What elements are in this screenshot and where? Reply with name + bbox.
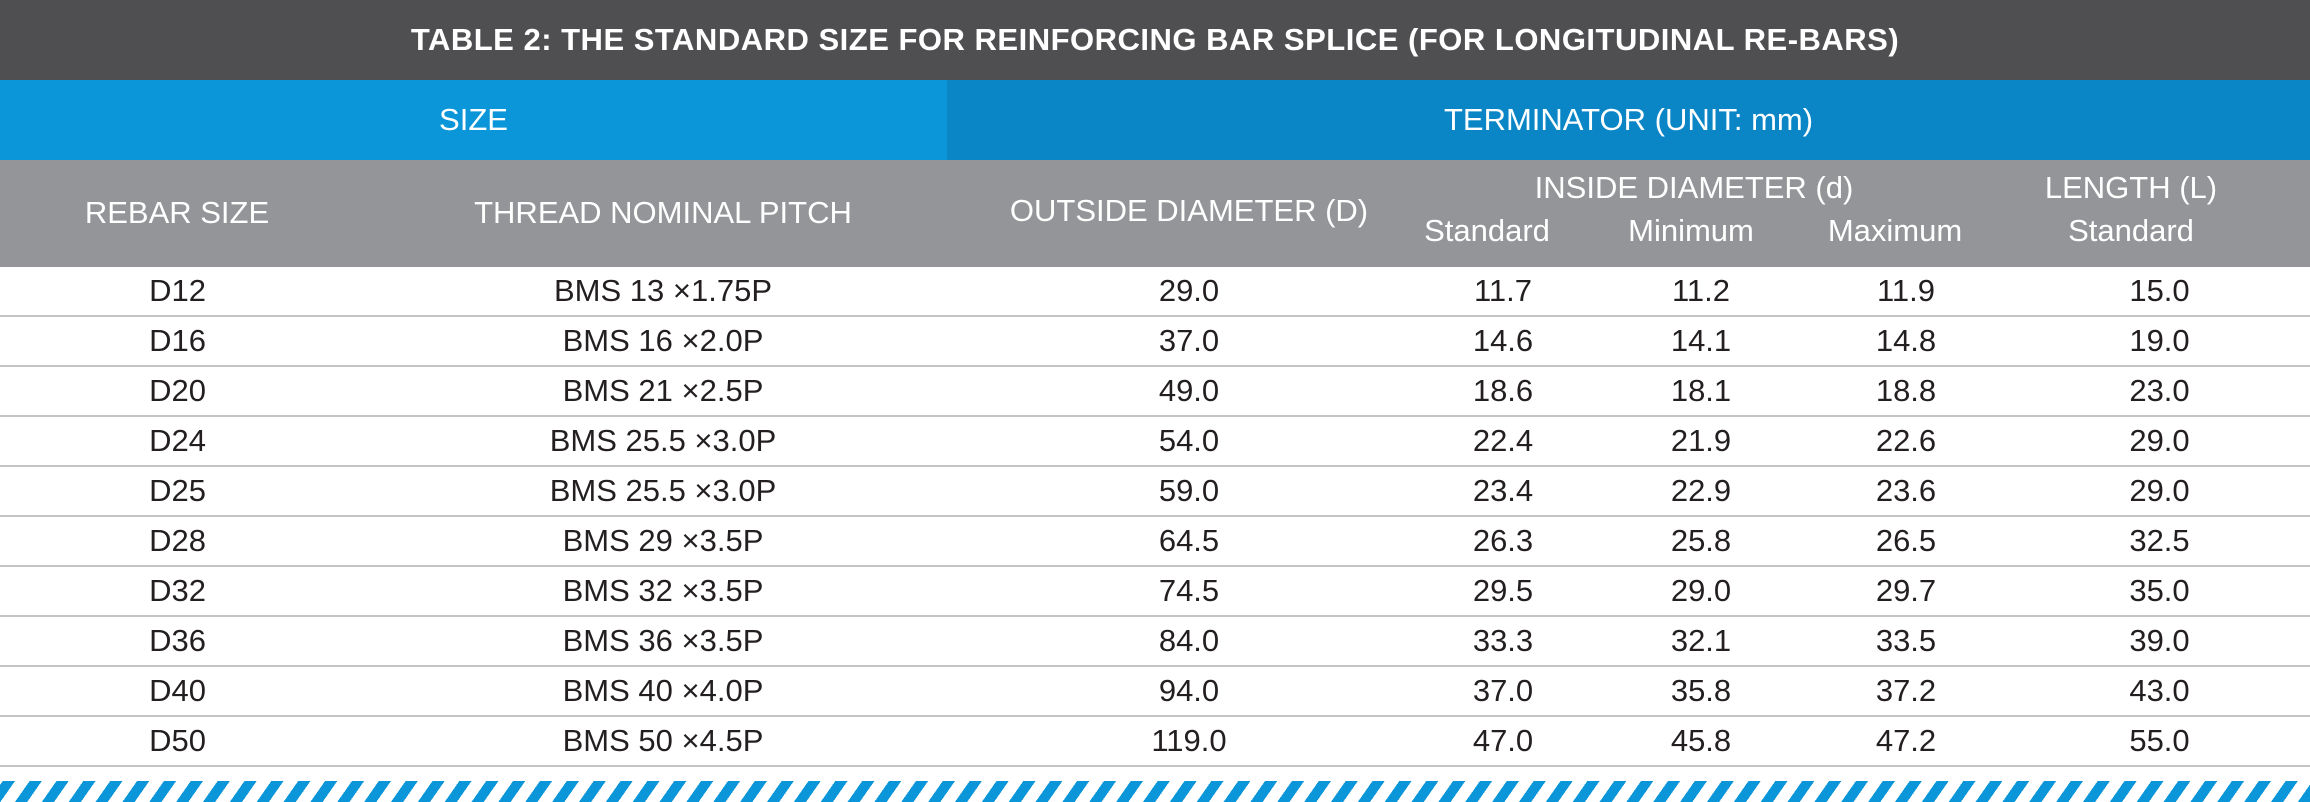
table-title: TABLE 2: THE STANDARD SIZE FOR REINFORCI… xyxy=(0,0,2310,80)
header-inside-diameter: INSIDE DIAMETER (d) xyxy=(1534,170,1854,205)
table-row: D36 BMS 36 ×3.5P 84.0 33.3 32.1 33.5 39.0 xyxy=(0,616,2310,667)
column-header-row: REBAR SIZE THREAD NOMINAL PITCH OUTSIDE … xyxy=(0,160,2310,267)
header-thread-pitch: THREAD NOMINAL PITCH xyxy=(474,195,852,230)
cell-inside-minimum: 18.1 xyxy=(1599,366,1803,417)
cell-rebar-size: D25 xyxy=(0,466,355,517)
cell-rebar-size: D20 xyxy=(0,366,355,417)
cell-thread-pitch: BMS 16 ×2.0P xyxy=(355,316,971,367)
cell-inside-maximum: 29.7 xyxy=(1803,566,2009,617)
cell-thread-pitch: BMS 21 ×2.5P xyxy=(355,366,971,417)
cell-thread-pitch: BMS 50 ×4.5P xyxy=(355,716,971,767)
cell-inside-standard: 37.0 xyxy=(1407,666,1599,717)
header-rebar-size: REBAR SIZE xyxy=(84,195,270,230)
data-table: D12 BMS 13 ×1.75P 29.0 11.7 11.2 11.9 15.0 D16 B… xyxy=(0,267,2310,767)
cell-outside-diameter: 119.0 xyxy=(971,716,1407,767)
header-inside-standard: Standard xyxy=(1424,213,1550,248)
table-row: D32 BMS 32 ×3.5P 74.5 29.5 29.0 29.7 35.0 xyxy=(0,566,2310,617)
cell-thread-pitch: BMS 40 ×4.0P xyxy=(355,666,971,717)
cell-inside-maximum: 14.8 xyxy=(1803,316,2009,367)
cell-inside-maximum: 22.6 xyxy=(1803,416,2009,467)
cell-rebar-size: D50 xyxy=(0,716,355,767)
table-row: D24 BMS 25.5 ×3.0P 54.0 22.4 21.9 22.6 29.0 xyxy=(0,416,2310,467)
cell-inside-standard: 47.0 xyxy=(1407,716,1599,767)
header-length-standard: Standard xyxy=(2068,213,2194,248)
table-row: D50 BMS 50 ×4.5P 119.0 47.0 45.8 47.2 55.0 xyxy=(0,716,2310,767)
cell-inside-standard: 18.6 xyxy=(1407,366,1599,417)
group-terminator-header: TERMINATOR (UNIT: mm) xyxy=(947,80,2310,160)
cell-outside-diameter: 84.0 xyxy=(971,616,1407,667)
header-outside-diameter: OUTSIDE DIAMETER (D) xyxy=(1009,193,1369,228)
cell-length-standard: 15.0 xyxy=(2009,267,2310,317)
cell-length-standard: 29.0 xyxy=(2009,416,2310,467)
cell-outside-diameter: 64.5 xyxy=(971,516,1407,567)
table-row: D16 BMS 16 ×2.0P 37.0 14.6 14.1 14.8 19.0 xyxy=(0,316,2310,367)
cell-inside-minimum: 14.1 xyxy=(1599,316,1803,367)
cell-rebar-size: D16 xyxy=(0,316,355,367)
cell-rebar-size: D12 xyxy=(0,267,355,317)
table-row: D40 BMS 40 ×4.0P 94.0 37.0 35.8 37.2 43.0 xyxy=(0,666,2310,717)
cell-length-standard: 39.0 xyxy=(2009,616,2310,667)
data-table-body: D12 BMS 13 ×1.75P 29.0 11.7 11.2 11.9 15.0 D16 B… xyxy=(0,267,2310,767)
decorative-stripe-border xyxy=(0,781,2310,802)
cell-inside-standard: 22.4 xyxy=(1407,416,1599,467)
header-inside-minimum: Minimum xyxy=(1628,213,1754,248)
cell-inside-standard: 14.6 xyxy=(1407,316,1599,367)
cell-thread-pitch: BMS 29 ×3.5P xyxy=(355,516,971,567)
cell-inside-minimum: 32.1 xyxy=(1599,616,1803,667)
cell-inside-standard: 11.7 xyxy=(1407,267,1599,317)
cell-inside-maximum: 26.5 xyxy=(1803,516,2009,567)
cell-inside-maximum: 23.6 xyxy=(1803,466,2009,517)
cell-inside-maximum: 47.2 xyxy=(1803,716,2009,767)
cell-inside-minimum: 29.0 xyxy=(1599,566,1803,617)
table-row: D12 BMS 13 ×1.75P 29.0 11.7 11.2 11.9 15.0 xyxy=(0,267,2310,317)
cell-thread-pitch: BMS 36 ×3.5P xyxy=(355,616,971,667)
cell-length-standard: 29.0 xyxy=(2009,466,2310,517)
cell-rebar-size: D32 xyxy=(0,566,355,617)
cell-thread-pitch: BMS 25.5 ×3.0P xyxy=(355,416,971,467)
cell-thread-pitch: BMS 13 ×1.75P xyxy=(355,267,971,317)
cell-rebar-size: D24 xyxy=(0,416,355,467)
cell-outside-diameter: 59.0 xyxy=(971,466,1407,517)
cell-rebar-size: D28 xyxy=(0,516,355,567)
cell-rebar-size: D40 xyxy=(0,666,355,717)
cell-length-standard: 55.0 xyxy=(2009,716,2310,767)
cell-length-standard: 43.0 xyxy=(2009,666,2310,717)
cell-inside-maximum: 18.8 xyxy=(1803,366,2009,417)
cell-inside-minimum: 45.8 xyxy=(1599,716,1803,767)
cell-inside-minimum: 35.8 xyxy=(1599,666,1803,717)
cell-length-standard: 23.0 xyxy=(2009,366,2310,417)
cell-thread-pitch: BMS 25.5 ×3.0P xyxy=(355,466,971,517)
cell-rebar-size: D36 xyxy=(0,616,355,667)
cell-inside-maximum: 37.2 xyxy=(1803,666,2009,717)
header-inside-maximum: Maximum xyxy=(1827,213,1963,248)
group-header-row: SIZE TERMINATOR (UNIT: mm) xyxy=(0,80,2310,160)
cell-outside-diameter: 37.0 xyxy=(971,316,1407,367)
cell-length-standard: 19.0 xyxy=(2009,316,2310,367)
cell-inside-minimum: 25.8 xyxy=(1599,516,1803,567)
cell-thread-pitch: BMS 32 ×3.5P xyxy=(355,566,971,617)
cell-inside-standard: 29.5 xyxy=(1407,566,1599,617)
cell-length-standard: 32.5 xyxy=(2009,516,2310,567)
cell-inside-minimum: 22.9 xyxy=(1599,466,1803,517)
cell-outside-diameter: 54.0 xyxy=(971,416,1407,467)
cell-outside-diameter: 49.0 xyxy=(971,366,1407,417)
cell-inside-standard: 33.3 xyxy=(1407,616,1599,667)
cell-inside-maximum: 33.5 xyxy=(1803,616,2009,667)
cell-inside-standard: 23.4 xyxy=(1407,466,1599,517)
group-size-header: SIZE xyxy=(0,80,947,160)
cell-outside-diameter: 74.5 xyxy=(971,566,1407,617)
table-row: D25 BMS 25.5 ×3.0P 59.0 23.4 22.9 23.6 29.0 xyxy=(0,466,2310,517)
cell-inside-minimum: 21.9 xyxy=(1599,416,1803,467)
table-row: D28 BMS 29 ×3.5P 64.5 26.3 25.8 26.5 32.5 xyxy=(0,516,2310,567)
cell-outside-diameter: 29.0 xyxy=(971,267,1407,317)
header-length: LENGTH (L) xyxy=(2044,170,2218,205)
cell-inside-maximum: 11.9 xyxy=(1803,267,2009,317)
cell-length-standard: 35.0 xyxy=(2009,566,2310,617)
cell-inside-standard: 26.3 xyxy=(1407,516,1599,567)
cell-outside-diameter: 94.0 xyxy=(971,666,1407,717)
cell-inside-minimum: 11.2 xyxy=(1599,267,1803,317)
table-row: D20 BMS 21 ×2.5P 49.0 18.6 18.1 18.8 23.0 xyxy=(0,366,2310,417)
